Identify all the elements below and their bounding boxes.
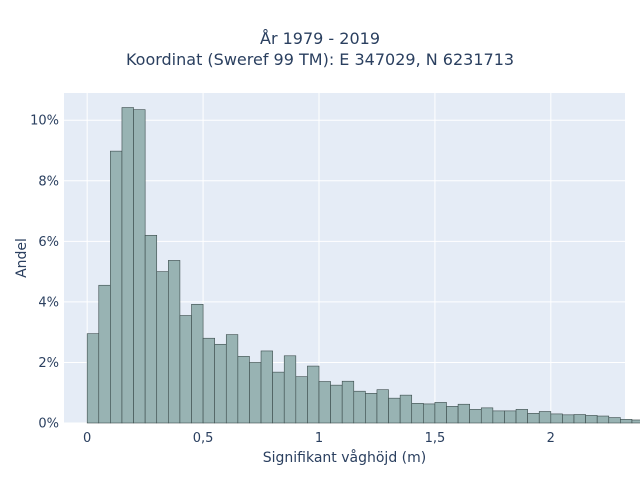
histogram-bar — [596, 415, 610, 424]
histogram-bar — [168, 260, 181, 424]
histogram-bar — [260, 350, 273, 424]
histogram-bar — [341, 380, 355, 424]
histogram-bar — [365, 393, 378, 424]
histogram-bar — [86, 333, 100, 424]
histogram-bar — [585, 415, 598, 424]
y-tick-label: 6% — [38, 235, 59, 250]
chart-subtitle: Koordinat (Sweref 99 TM): E 347029, N 62… — [125, 50, 515, 69]
histogram-bar — [446, 406, 459, 424]
histogram-bar — [272, 371, 285, 424]
histogram-bar — [121, 107, 134, 424]
histogram-bar — [133, 109, 146, 424]
histogram-bar — [538, 411, 552, 424]
histogram-bar — [411, 403, 424, 424]
x-tick-label: 0,5 — [193, 431, 214, 446]
histogram-bar — [98, 284, 111, 424]
chart-title: År 1979 - 2019 — [260, 29, 380, 48]
x-tick-label: 0 — [83, 431, 91, 446]
histogram-bar — [434, 402, 447, 424]
x-tick-label: 1 — [315, 431, 323, 446]
histogram-bar — [295, 376, 308, 424]
y-tick-label: 10% — [30, 114, 59, 129]
histogram-bar — [550, 413, 563, 424]
y-tick-label: 4% — [38, 295, 59, 310]
histogram-bar — [469, 409, 482, 424]
histogram-bar — [191, 304, 204, 424]
histogram-bar — [480, 407, 494, 424]
histogram-bar — [237, 356, 250, 424]
histogram-bar — [608, 417, 621, 424]
histogram-bar — [353, 390, 366, 424]
histogram-bar — [631, 419, 640, 424]
histogram-bar — [202, 337, 215, 424]
histogram-bar — [504, 410, 517, 424]
axes: 0 0,5 1 1,5 2 0% 2% 4% 6% 8% 10% — [30, 114, 555, 446]
histogram-bar — [573, 414, 586, 424]
histogram-bar — [179, 315, 192, 424]
y-tick-label: 8% — [38, 174, 59, 189]
histogram-bar — [376, 389, 389, 424]
histogram-bar — [620, 419, 633, 424]
histogram-bar — [318, 381, 331, 424]
histogram-bar — [156, 271, 169, 424]
histogram-bar — [225, 334, 239, 424]
x-tick-label: 2 — [547, 431, 555, 446]
x-axis-label: Signifikant våghöjd (m) — [263, 449, 426, 466]
histogram-bar — [515, 409, 528, 424]
histogram-bar — [283, 355, 297, 424]
histogram-bars — [86, 107, 640, 424]
y-tick-label: 0% — [38, 417, 59, 432]
histogram-bar — [110, 150, 123, 424]
histogram-bar — [399, 394, 413, 424]
histogram-bar — [562, 414, 575, 424]
x-tick-label: 1,5 — [425, 431, 446, 446]
y-tick-label: 2% — [38, 356, 59, 371]
histogram-bar — [527, 413, 540, 424]
y-axis-label: Andel — [14, 238, 30, 278]
histogram-bar — [388, 397, 401, 424]
histogram-bar — [330, 384, 343, 424]
histogram-bar — [214, 343, 227, 424]
histogram-bar — [144, 234, 158, 424]
histogram-bar — [423, 403, 436, 424]
histogram-bar — [249, 362, 262, 424]
histogram-bar — [307, 365, 320, 424]
histogram-bar — [492, 410, 505, 424]
histogram-bar — [457, 403, 470, 424]
